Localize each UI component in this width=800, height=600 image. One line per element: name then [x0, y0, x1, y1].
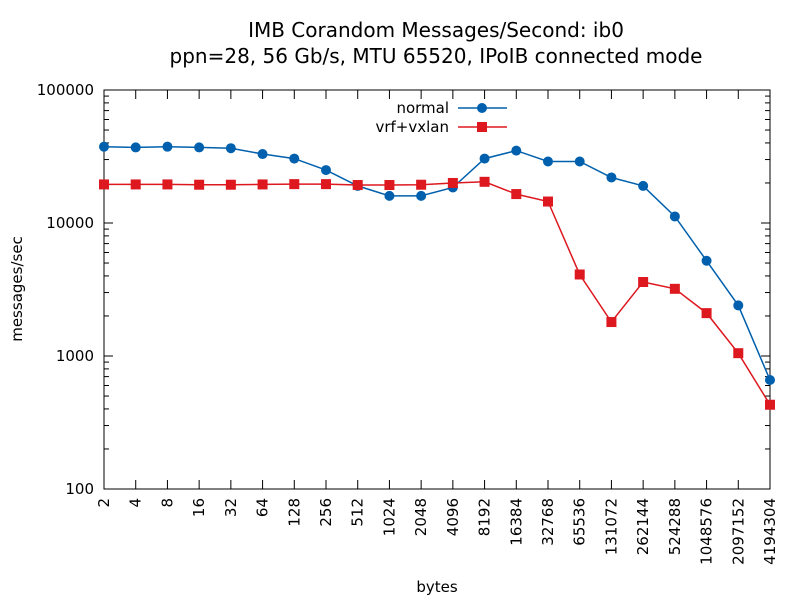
data-point [701, 308, 712, 319]
data-point [701, 255, 712, 266]
data-point [447, 177, 458, 188]
data-point [765, 375, 775, 386]
data-point [638, 277, 649, 288]
x-tick-label: 32768 [539, 498, 557, 546]
data-point [162, 179, 173, 190]
chart-title: IMB Corandom Messages/Second: ib0 [248, 18, 624, 42]
data-point [321, 165, 331, 176]
series-2 [99, 176, 775, 410]
data-point [162, 141, 173, 152]
x-tick-label: 1024 [380, 498, 398, 536]
data-point [669, 211, 680, 222]
data-point [99, 141, 109, 152]
x-tick-label: 32 [222, 498, 240, 517]
data-point [733, 300, 744, 311]
data-point [384, 190, 395, 201]
legend-label: vrf+vxlan [375, 118, 449, 136]
y-axis-label: messages/sec [8, 236, 26, 342]
x-tick-label: 131072 [602, 498, 620, 555]
x-tick-label: 65536 [571, 498, 589, 546]
data-point [765, 399, 775, 410]
x-tick-label: 262144 [634, 498, 652, 555]
data-point [384, 180, 395, 191]
x-tick-label: 256 [317, 498, 335, 527]
x-tick-label: 4 [127, 498, 145, 508]
x-tick-label: 128 [285, 498, 303, 527]
x-tick-label: 16 [190, 498, 208, 517]
data-point [669, 283, 680, 294]
data-point [225, 179, 236, 190]
y-tick-label: 100000 [37, 81, 94, 99]
data-point [257, 149, 268, 160]
data-point [733, 348, 744, 359]
x-tick-label: 4194304 [761, 498, 779, 565]
x-tick-label: 64 [254, 498, 272, 517]
y-axis: 100 1000 10000 100000 [37, 81, 770, 498]
data-point [99, 179, 109, 190]
plot-frame [103, 89, 771, 490]
data-point [257, 179, 268, 190]
x-tick-label: 2048 [412, 498, 430, 536]
x-tick-label: 16384 [507, 498, 525, 546]
legend-label: normal [396, 99, 449, 117]
legend-marker [477, 122, 487, 132]
data-point [574, 156, 585, 167]
x-tick-label: 524288 [666, 498, 684, 555]
y-tick-label: 1000 [56, 347, 94, 365]
data-point [289, 153, 300, 164]
data-point [479, 153, 490, 164]
series-line [103, 145, 771, 381]
chart-subtitle: ppn=28, 56 Gb/s, MTU 65520, IPoIB connec… [170, 44, 703, 68]
y-tick-label: 100 [65, 480, 94, 498]
x-tick-label: 1048576 [698, 498, 716, 565]
data-point [606, 317, 617, 328]
x-tick-label: 8192 [476, 498, 494, 536]
x-tick-label: 512 [349, 498, 367, 527]
data-point [543, 156, 553, 167]
x-axis: 2 4 8 16 32 64 128 256 512 1024 2048 4096 8192 16384 3… [95, 90, 779, 565]
series-line [104, 181, 771, 406]
series-1 [99, 141, 775, 386]
legend-marker [477, 103, 487, 113]
x-axis-label: bytes [416, 578, 458, 596]
data-point [479, 176, 490, 187]
x-tick-label: 8 [158, 498, 176, 508]
data-point [511, 189, 522, 200]
x-tick-label: 2097152 [729, 498, 747, 565]
data-point [225, 143, 236, 154]
data-point [606, 172, 617, 183]
data-point [416, 190, 427, 201]
data-point [416, 179, 427, 190]
data-point [289, 179, 300, 190]
data-point [194, 179, 205, 190]
data-point [321, 179, 331, 190]
x-tick-label: 4096 [444, 498, 462, 536]
y-tick-label: 10000 [46, 214, 94, 232]
x-tick-label: 2 [95, 498, 113, 508]
data-point [130, 142, 141, 153]
data-point [543, 196, 553, 207]
data-point [130, 179, 141, 190]
series-layer [99, 141, 775, 410]
data-point [511, 145, 522, 156]
data-point [574, 269, 585, 280]
data-point [638, 180, 649, 191]
data-point [194, 142, 205, 153]
data-point [352, 180, 363, 191]
